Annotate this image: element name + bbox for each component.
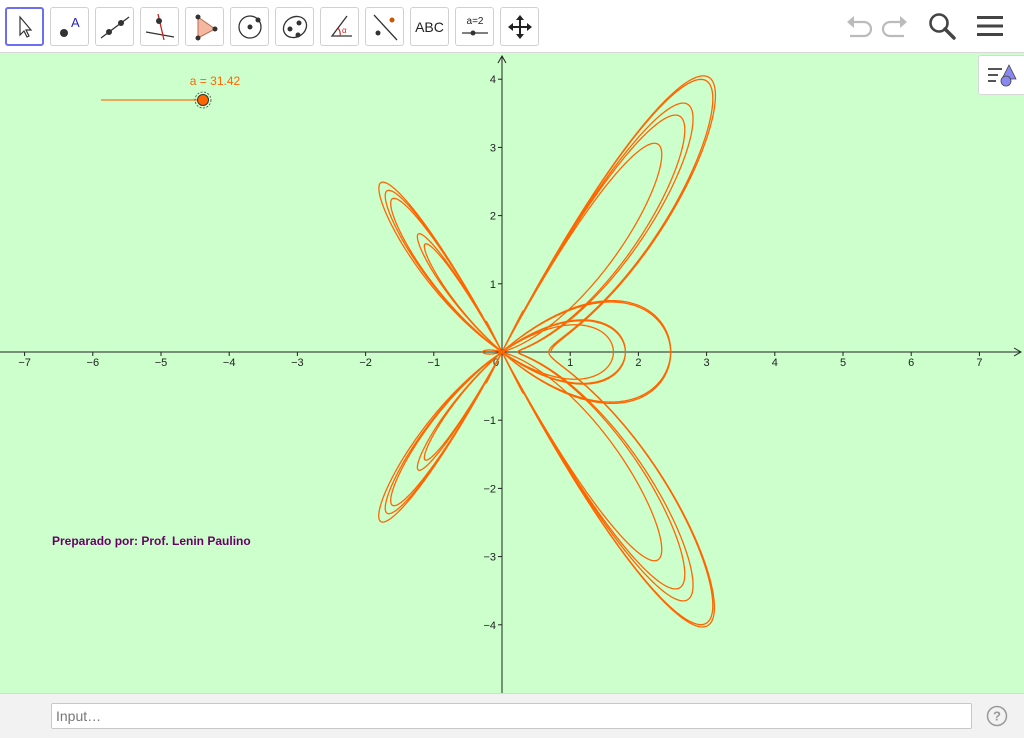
parametric-curve [378,75,717,628]
move-tool[interactable] [5,7,44,46]
circle-tool[interactable] [230,7,269,46]
y-tick-label: −4 [483,620,496,632]
move-graphics-view-tool[interactable] [500,7,539,46]
svg-text:?: ? [993,709,1001,724]
ellipse-tool[interactable] [275,7,314,46]
text-tool[interactable]: ABC [410,7,449,46]
y-tick-label: 4 [490,74,496,86]
redo-button[interactable] [877,8,913,44]
point-tool[interactable]: A [50,7,89,46]
style-bar-toggle[interactable] [978,55,1024,95]
svg-text:A: A [71,15,80,30]
svg-text:a=2: a=2 [466,16,483,27]
input-bar: ? [0,693,1024,738]
angle-icon: α [330,15,352,37]
undo-button[interactable] [841,8,877,44]
menu-button[interactable] [972,8,1008,44]
redo-icon [881,16,907,38]
x-tick-label: −4 [223,357,236,369]
circle-center-point-icon [237,14,262,39]
line-through-points-icon [100,15,129,39]
menu-icon [977,16,1003,36]
slider-knob[interactable] [197,94,209,106]
x-tick-label: −5 [155,357,168,369]
search-icon [929,13,956,40]
x-tick-label: 1 [567,357,573,369]
move-arrows-icon [507,14,532,39]
point-icon: A [59,15,80,37]
x-tick-label: 7 [976,357,982,369]
y-tick-label: 2 [490,211,496,223]
slider-tool[interactable]: a=2 [455,7,494,46]
x-tick-label: −1 [428,357,441,369]
ellipse-icon [282,15,307,38]
polygon-tool[interactable] [185,7,224,46]
x-tick-label: −7 [18,357,31,369]
x-tick-label: 6 [908,357,914,369]
y-tick-label: −1 [483,415,496,427]
reflect-tool[interactable] [365,7,404,46]
angle-tool[interactable]: α [320,7,359,46]
input-field[interactable] [51,703,972,729]
slider-a[interactable]: a = 31.42 [101,74,241,109]
y-tick-label: −2 [483,483,496,495]
graphics-view[interactable]: −7 −6 −5 −4 −3 −2 −1 0 1 2 3 4 5 6 7 −4 −3 −2 −1 1 2 3 4 a = 3… [0,53,1024,693]
slider-knob-halo [194,91,212,109]
help-icon[interactable]: ? [986,705,1008,727]
reflect-about-line-icon [373,14,397,40]
slider-icon: a=2 [461,16,488,35]
y-axis-arrow [497,54,507,64]
undo-icon [847,16,873,38]
x-axis-arrow [1013,347,1023,357]
line-tool[interactable] [95,7,134,46]
perpendicular-line-icon [145,13,174,40]
x-tick-label: −2 [359,357,372,369]
y-tick-label: 3 [490,142,496,154]
x-tick-label: −6 [87,357,100,369]
y-tick-label: −3 [483,552,496,564]
text-icon: ABC [415,18,444,35]
pointer-arrow-icon [18,14,32,38]
toolbar: A α ABC a=2 [0,0,1024,53]
y-tick-label: 1 [490,279,496,291]
x-tick-label: 3 [704,357,710,369]
x-tick-label: 5 [840,357,846,369]
search-button[interactable] [924,8,960,44]
style-bar-icon [987,64,1017,87]
credit-text: Preparado por: Prof. Lenin Paulino [52,534,251,548]
perpendicular-line-tool[interactable] [140,7,179,46]
x-tick-label: 2 [635,357,641,369]
x-tick-label: 4 [772,357,778,369]
svg-text:α: α [342,26,347,35]
slider-label: a = 31.42 [190,74,241,88]
polygon-icon [195,14,217,40]
x-tick-label: −3 [291,357,304,369]
